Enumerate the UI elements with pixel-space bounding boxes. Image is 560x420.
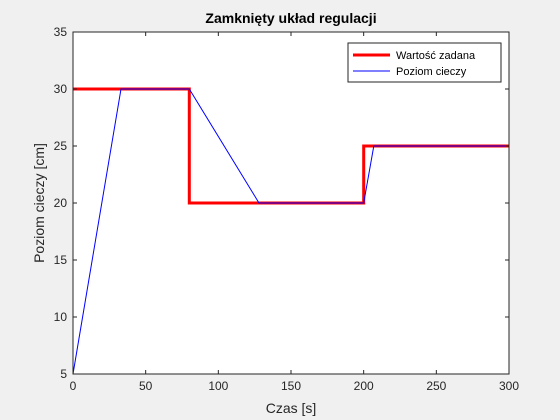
y-tick-label: 30 (54, 82, 68, 96)
legend-box (347, 42, 502, 83)
series-line-2 (72, 88, 509, 375)
y-tick-label: 35 (54, 25, 68, 39)
legend: Wartość zadana Poziom cieczy (347, 42, 502, 83)
x-tick-label: 250 (426, 379, 446, 393)
y-tick-label: 15 (54, 253, 68, 267)
axes-layer: 0 50 100 150 200 250 300 5 10 15 20 25 30 35 (54, 25, 520, 393)
y-axis-label: Poziom cieczy [cm] (31, 143, 47, 263)
x-tick-label: 200 (354, 379, 374, 393)
x-tick-label: 150 (281, 379, 301, 393)
x-tick-label: 50 (139, 379, 153, 393)
series-layer (72, 87, 509, 375)
x-tick-label: 100 (208, 379, 228, 393)
chart-title: Zamknięty układ regulacji (205, 10, 376, 26)
y-tick-label: 25 (54, 139, 68, 153)
x-axis-label: Czas [s] (266, 400, 317, 416)
legend-label-1: Wartość zadana (396, 50, 476, 62)
legend-label-2: Poziom cieczy (396, 66, 467, 78)
x-tick-label: 300 (499, 379, 519, 393)
y-tick-label: 5 (60, 367, 67, 381)
y-tick-label: 10 (54, 310, 68, 324)
x-tick-label: 0 (70, 379, 77, 393)
y-tick-label: 20 (54, 196, 68, 210)
